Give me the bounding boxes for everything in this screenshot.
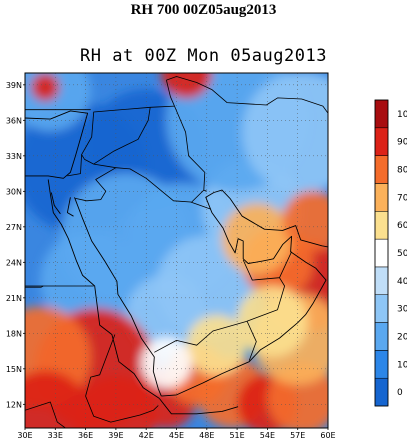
lon-tick-label: 51E xyxy=(229,431,244,440)
colorbar-label: 30 xyxy=(397,305,407,315)
coastline xyxy=(66,197,74,217)
lon-tick-label: 42E xyxy=(139,431,154,440)
lon-tick-label: 48E xyxy=(199,431,214,440)
colorbar-label: 90 xyxy=(397,138,407,148)
colorbar-label: 50 xyxy=(397,249,407,259)
colorbar-frame xyxy=(374,99,389,407)
lat-tick-label: 36N xyxy=(6,116,22,125)
lat-tick-label: 27N xyxy=(6,223,22,232)
country-border xyxy=(75,154,117,202)
colorbar-swatch-7 xyxy=(374,183,389,212)
country-border xyxy=(166,76,328,114)
rh-cell-29 xyxy=(141,337,192,389)
lat-tick-label: 39N xyxy=(6,81,22,90)
coastline xyxy=(25,110,89,179)
country-border xyxy=(115,167,211,210)
colorbar-swatch-9 xyxy=(374,127,389,156)
lon-tick-label: 45E xyxy=(169,431,184,440)
lon-tick-label: 60E xyxy=(320,431,335,440)
lat-tick-label: 24N xyxy=(6,258,22,267)
colorbar-swatch-3 xyxy=(374,294,389,323)
map-area xyxy=(25,55,356,428)
lon-tick-label: 57E xyxy=(290,431,305,440)
country-border xyxy=(126,55,161,61)
colorbar-swatch-2 xyxy=(374,322,389,351)
political-borders xyxy=(25,55,356,428)
rh-cell-25 xyxy=(237,286,308,357)
country-border xyxy=(242,251,292,281)
coastline xyxy=(74,197,162,397)
rh-cell-27 xyxy=(282,190,328,252)
rh-cell-26 xyxy=(221,203,293,275)
colorbar-swatch-4 xyxy=(374,266,389,295)
colorbar-swatch-8 xyxy=(374,155,389,184)
lon-tick-label: 54E xyxy=(260,431,275,440)
map-title: RH at 00Z Mon 05aug2013 xyxy=(80,46,327,66)
lat-tick-label: 30N xyxy=(6,187,22,196)
rh-cell-9 xyxy=(242,73,328,193)
colorbar-label: 0 xyxy=(397,388,403,398)
rh-cell-28 xyxy=(186,314,248,376)
country-border xyxy=(334,126,356,249)
colorbar-label: 40 xyxy=(397,277,407,287)
colorbar-label: 100 xyxy=(397,110,407,120)
lat-tick-label: 12N xyxy=(6,400,22,409)
page-title: RH 700 00Z05aug2013 xyxy=(130,2,277,18)
lat-tick-label: 18N xyxy=(6,329,22,338)
colorbar-swatch-1 xyxy=(374,350,389,379)
country-border xyxy=(154,277,285,353)
colorbar-swatch-5 xyxy=(374,238,389,268)
colorbar: 0 10 20 30 40 50 60 70 80 90 100 xyxy=(374,99,407,407)
rh-cell-11 xyxy=(31,73,60,102)
coastline xyxy=(50,192,61,215)
country-border xyxy=(25,401,66,428)
lat-tick-label: 15N xyxy=(6,365,22,374)
lon-tick-label: 33E xyxy=(48,431,63,440)
lon-tick-label: 36E xyxy=(78,431,93,440)
coastline xyxy=(47,179,160,399)
colorbar-label: 60 xyxy=(397,221,407,231)
lat-tick-label: 21N xyxy=(6,294,22,303)
longitude-labels: 30E 33E 36E 39E 42E 45E 48E 51E 54E 57E 60E xyxy=(17,428,336,440)
colorbar-swatch-10 xyxy=(374,99,389,129)
colorbar-swatch-6 xyxy=(374,211,389,240)
country-border xyxy=(174,105,206,191)
colorbar-label: 70 xyxy=(397,193,407,203)
colorbar-label: 10 xyxy=(397,360,407,370)
rh-cell-15 xyxy=(25,370,91,428)
colorbar-swatch-0 xyxy=(374,377,389,407)
rh-field xyxy=(25,73,328,428)
country-border xyxy=(25,285,44,288)
colorbar-label: 20 xyxy=(397,333,407,343)
coastline xyxy=(161,189,328,397)
lon-tick-label: 39E xyxy=(108,431,123,440)
coastline xyxy=(158,398,239,415)
colorbar-label: 80 xyxy=(397,166,407,176)
rh-cell-12 xyxy=(161,73,212,99)
lat-lon-grid xyxy=(25,73,328,428)
lat-tick-label: 33N xyxy=(6,152,22,161)
country-border xyxy=(246,321,257,361)
country-border xyxy=(166,80,175,107)
country-border xyxy=(85,334,159,423)
latitude-labels: 39N 36N 33N 30N 27N 24N 21N 18N 15N 12N xyxy=(6,81,25,409)
coastlines xyxy=(25,110,328,415)
country-border xyxy=(93,107,151,165)
lon-tick-label: 30E xyxy=(17,431,32,440)
